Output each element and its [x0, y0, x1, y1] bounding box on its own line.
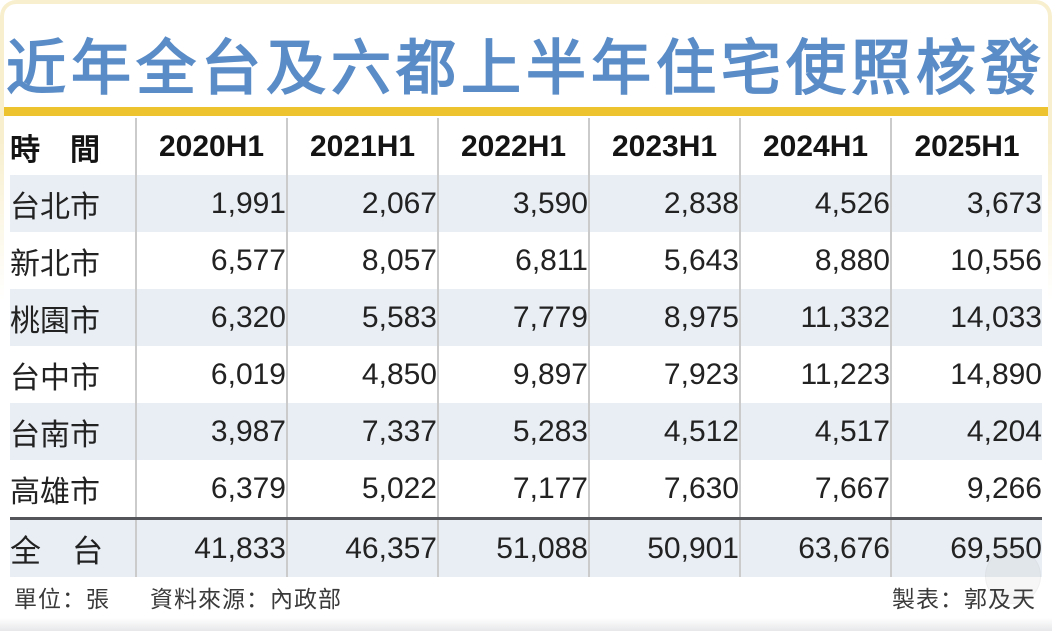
cell-value: 5,643	[588, 232, 740, 289]
cell-value: 10,556	[890, 232, 1042, 289]
col-header-2025H1: 2025H1	[890, 118, 1042, 175]
cell-value: 3,590	[437, 175, 589, 232]
table-row: 高雄市 6,379 5,022 7,177 7,630 7,667 9,266	[10, 460, 1042, 519]
cell-value: 5,583	[286, 289, 438, 346]
cell-value: 7,923	[588, 346, 740, 403]
cell-value: 4,204	[890, 403, 1042, 460]
footnote-left: 單位：張 資料來源：內政部	[14, 580, 342, 614]
cell-value: 4,512	[588, 403, 740, 460]
data-table: 時 間 2020H1 2021H1 2022H1 2023H1 2024H1 2025H1 …	[10, 118, 1042, 577]
cell-value: 1,991	[135, 175, 287, 232]
col-header-2023H1: 2023H1	[588, 118, 740, 175]
table-row: 台北市 1,991 2,067 3,590 2,838 4,526 3,673	[10, 175, 1042, 232]
cell-value: 6,811	[437, 232, 589, 289]
cell-value: 7,667	[739, 460, 891, 519]
cell-value: 7,779	[437, 289, 589, 346]
cell-value: 4,526	[739, 175, 891, 232]
cell-value: 4,850	[286, 346, 438, 403]
table-row: 桃園市 6,320 5,583 7,779 8,975 11,332 14,033	[10, 289, 1042, 346]
credit-note: 製表：郭及天	[892, 586, 1036, 612]
source-note: 資料來源：內政部	[150, 586, 342, 612]
watermark-circle	[985, 548, 1041, 604]
cell-value: 7,337	[286, 403, 438, 460]
cell-value: 3,987	[135, 403, 287, 460]
cell-value: 14,890	[890, 346, 1042, 403]
cell-value: 7,630	[588, 460, 740, 519]
cell-value: 5,283	[437, 403, 589, 460]
table-footnotes: 單位：張 資料來源：內政部 製表：郭及天	[14, 580, 1036, 614]
header-row: 時 間 2020H1 2021H1 2022H1 2023H1 2024H1 2025H1	[10, 118, 1042, 175]
page-title: 近年全台及六都上半年住宅使照核發	[6, 35, 1046, 102]
cell-value: 8,057	[286, 232, 438, 289]
col-header-2020H1: 2020H1	[135, 118, 287, 175]
row-label: 桃園市	[10, 304, 100, 338]
cell-value: 14,033	[890, 289, 1042, 346]
cell-value: 7,177	[437, 460, 589, 519]
table-row: 台中市 6,019 4,850 9,897 7,923 11,223 14,890	[10, 346, 1042, 403]
row-label: 台中市	[10, 361, 100, 395]
cell-value: 6,019	[135, 346, 287, 403]
table-body: 台北市 1,991 2,067 3,590 2,838 4,526 3,673 新北市 6,57…	[10, 175, 1042, 577]
total-cell-value: 46,357	[286, 518, 438, 577]
table-row: 新北市 6,577 8,057 6,811 5,643 8,880 10,556	[10, 232, 1042, 289]
table-row: 台南市 3,987 7,337 5,283 4,512 4,517 4,204	[10, 403, 1042, 460]
cell-value: 2,838	[588, 175, 740, 232]
cell-value: 11,332	[739, 289, 891, 346]
cell-value: 6,320	[135, 289, 287, 346]
cell-value: 5,022	[286, 460, 438, 519]
col-header-time: 時 間	[10, 133, 100, 167]
cell-value: 4,517	[739, 403, 891, 460]
cell-value: 9,897	[437, 346, 589, 403]
row-label: 台北市	[10, 190, 100, 224]
cell-value: 6,577	[135, 232, 287, 289]
title-underline-bar	[4, 107, 1048, 116]
bottom-shade-band	[0, 618, 1052, 631]
total-row-label: 全 台	[10, 534, 103, 569]
cell-value: 2,067	[286, 175, 438, 232]
total-cell-value: 51,088	[437, 518, 589, 577]
cell-value: 3,673	[890, 175, 1042, 232]
row-label: 新北市	[10, 247, 100, 281]
cell-value: 9,266	[890, 460, 1042, 519]
total-row: 全 台 41,833 46,357 51,088 50,901 63,676 69,550	[10, 518, 1042, 577]
row-label: 台南市	[10, 418, 100, 452]
cell-value: 11,223	[739, 346, 891, 403]
col-header-2022H1: 2022H1	[437, 118, 589, 175]
col-header-2024H1: 2024H1	[739, 118, 891, 175]
cell-value: 8,975	[588, 289, 740, 346]
row-label: 高雄市	[10, 475, 100, 509]
total-cell-value: 50,901	[588, 518, 740, 577]
table-header: 時 間 2020H1 2021H1 2022H1 2023H1 2024H1 2025H1	[10, 118, 1042, 175]
col-header-2021H1: 2021H1	[286, 118, 438, 175]
total-cell-value: 63,676	[739, 518, 891, 577]
unit-note: 單位：張	[14, 586, 110, 612]
total-cell-value: 41,833	[135, 518, 287, 577]
cell-value: 6,379	[135, 460, 287, 519]
cell-value: 8,880	[739, 232, 891, 289]
